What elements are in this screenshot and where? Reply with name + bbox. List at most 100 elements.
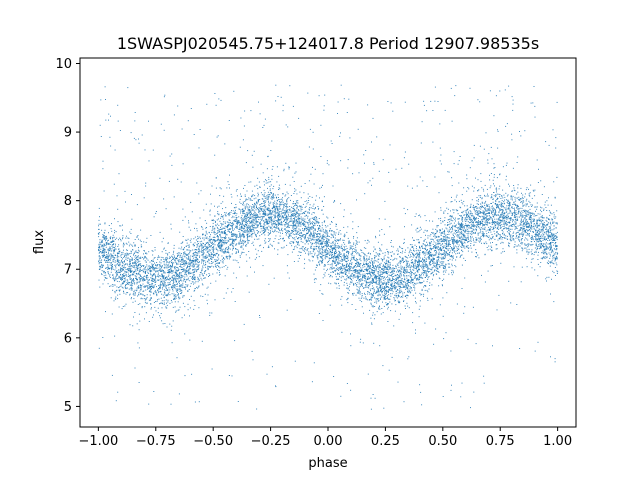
data-point xyxy=(340,266,342,268)
data-point xyxy=(520,201,522,203)
data-point xyxy=(189,280,191,282)
data-point xyxy=(369,267,371,269)
data-point xyxy=(368,256,370,258)
data-point xyxy=(425,248,426,250)
data-point xyxy=(257,232,259,234)
data-point xyxy=(376,302,378,304)
data-point xyxy=(108,254,110,256)
data-point xyxy=(358,292,360,294)
data-point xyxy=(297,244,299,246)
data-point xyxy=(234,239,236,241)
data-point xyxy=(270,219,272,221)
data-point xyxy=(172,284,174,286)
data-point xyxy=(433,234,435,236)
data-point xyxy=(145,241,147,243)
data-point xyxy=(357,264,359,265)
data-point xyxy=(500,202,502,204)
data-point xyxy=(509,228,511,230)
data-point xyxy=(523,224,525,226)
data-point xyxy=(327,235,329,237)
data-point xyxy=(556,231,558,233)
data-point xyxy=(528,217,530,219)
data-point xyxy=(248,212,250,214)
data-point xyxy=(345,245,347,247)
data-point xyxy=(461,211,463,213)
data-point xyxy=(305,252,306,254)
data-point xyxy=(536,223,538,225)
data-point xyxy=(158,264,160,265)
data-point xyxy=(540,240,542,242)
data-point xyxy=(430,249,432,251)
data-point xyxy=(499,196,501,198)
data-point xyxy=(423,267,425,269)
data-point xyxy=(396,250,398,252)
data-point xyxy=(256,222,258,224)
data-point xyxy=(444,239,446,241)
data-point xyxy=(241,245,243,247)
data-point xyxy=(225,252,227,254)
data-point xyxy=(485,200,487,202)
data-point xyxy=(368,261,370,263)
data-point xyxy=(238,220,240,221)
data-point xyxy=(224,215,226,217)
data-point xyxy=(408,275,410,277)
data-point xyxy=(527,246,529,248)
data-point xyxy=(346,250,348,252)
data-point xyxy=(556,247,558,249)
data-point xyxy=(395,278,397,280)
data-point xyxy=(135,244,136,246)
data-point xyxy=(300,232,302,234)
data-point xyxy=(237,262,239,264)
data-point xyxy=(178,275,179,277)
data-point xyxy=(519,207,521,209)
data-point xyxy=(372,265,374,267)
data-point xyxy=(491,206,493,208)
data-point xyxy=(406,285,408,287)
data-point xyxy=(413,239,415,241)
data-point xyxy=(178,286,180,288)
data-point xyxy=(171,279,172,281)
data-point xyxy=(291,251,293,253)
data-point xyxy=(117,246,119,247)
data-point xyxy=(247,236,248,238)
data-point xyxy=(318,252,320,254)
data-point xyxy=(119,237,121,239)
data-point xyxy=(471,232,473,234)
data-point xyxy=(318,230,320,232)
data-point xyxy=(441,284,443,286)
data-point xyxy=(267,232,269,234)
data-point xyxy=(374,292,376,294)
data-point xyxy=(295,189,297,191)
data-point xyxy=(499,220,501,222)
data-point xyxy=(359,253,361,255)
data-point xyxy=(172,258,174,259)
data-point xyxy=(405,249,406,251)
data-point xyxy=(379,263,381,265)
data-point xyxy=(228,225,230,227)
data-point xyxy=(485,209,487,211)
data-point xyxy=(182,236,184,237)
data-point xyxy=(443,211,445,213)
data-point xyxy=(133,298,135,300)
data-point xyxy=(99,257,101,259)
data-point xyxy=(230,239,232,240)
data-point xyxy=(363,277,365,278)
data-point xyxy=(494,233,496,235)
data-point xyxy=(322,230,324,232)
data-point xyxy=(162,323,164,325)
data-point xyxy=(178,269,179,271)
data-point xyxy=(337,246,339,248)
data-point xyxy=(158,291,160,292)
data-point xyxy=(221,237,223,239)
data-point xyxy=(372,312,374,314)
data-point xyxy=(257,195,259,197)
data-point xyxy=(398,262,400,264)
data-point xyxy=(436,268,438,270)
data-point xyxy=(152,275,154,277)
data-point xyxy=(341,261,343,262)
data-point xyxy=(541,258,543,260)
data-point xyxy=(528,200,530,202)
data-point xyxy=(121,265,123,266)
data-point xyxy=(447,243,449,245)
data-point xyxy=(484,194,485,196)
